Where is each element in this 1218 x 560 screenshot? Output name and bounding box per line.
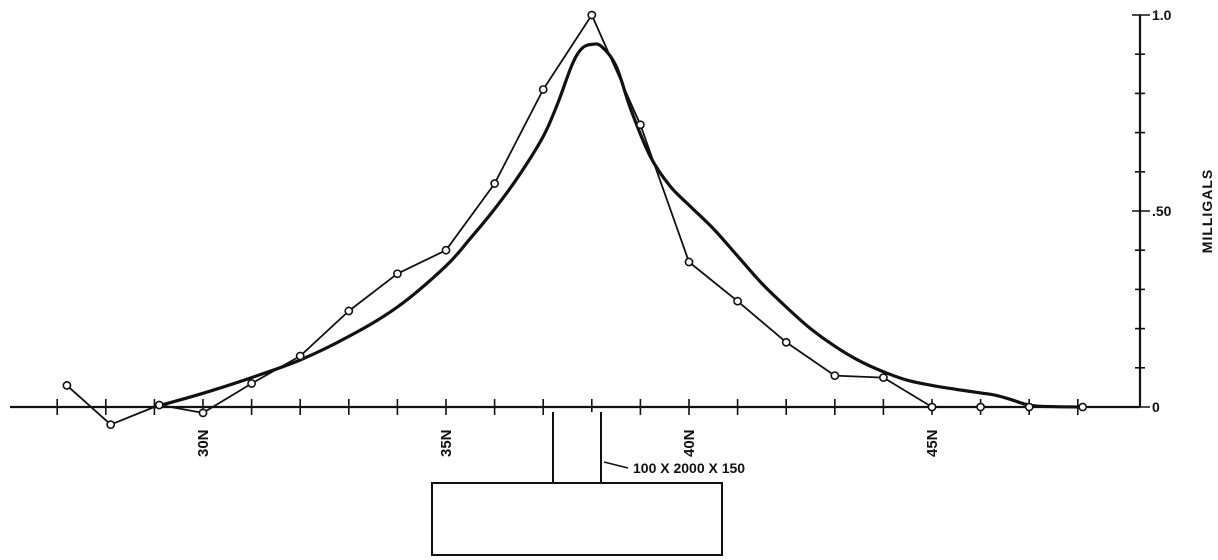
observed-point-18 [927,402,937,412]
observed-point-13 [684,257,694,267]
observed-point-0 [62,381,72,390]
observed-point-14 [733,296,742,306]
source-body-stem [552,412,602,484]
observed-point-7 [392,269,402,279]
observed-point-10 [538,85,548,94]
observed-point-1 [106,420,116,430]
observed-point-6 [344,306,354,316]
source-body-base [431,482,723,556]
x-tick-label-40: 40N [681,429,698,457]
observed-point-9 [490,179,499,188]
observed-point-19 [976,402,985,412]
observed-point-5 [295,351,305,361]
observed-point-8 [441,245,451,255]
observed-point-20 [1024,402,1034,412]
series-layer [66,14,1083,426]
y-axis: 0 .50 1.0 MILLIGALS [1132,7,1215,415]
x-tick-label-45: 45N [924,429,941,457]
y-tick-label-1: .50 [1152,203,1172,219]
body-dimensions-label: 100 X 2000 X 150 [633,460,745,476]
observed-point-2 [154,400,164,410]
computed-anomaly-curve [152,42,1080,409]
y-tick-label-2: 1.0 [1152,7,1172,23]
annotation-leader-line [603,461,629,469]
y-tick-label-0: 0 [1152,399,1160,415]
observed-point-17 [879,373,888,382]
observed-point-11 [587,10,597,20]
observed-anomaly-line [66,14,1083,426]
observed-point-15 [781,337,791,347]
observed-point-16 [830,371,840,381]
observed-point-4 [247,379,256,388]
x-tick-label-30: 30N [195,429,212,457]
y-axis-title: MILLIGALS [1199,169,1215,253]
observed-point-12 [636,120,645,130]
observed-point-3 [198,408,208,418]
source-body-diagram: 100 X 2000 X 150 [431,412,745,556]
observed-points [62,10,1088,430]
observed-point-21 [1078,402,1088,412]
x-tick-label-35: 35N [438,429,455,457]
